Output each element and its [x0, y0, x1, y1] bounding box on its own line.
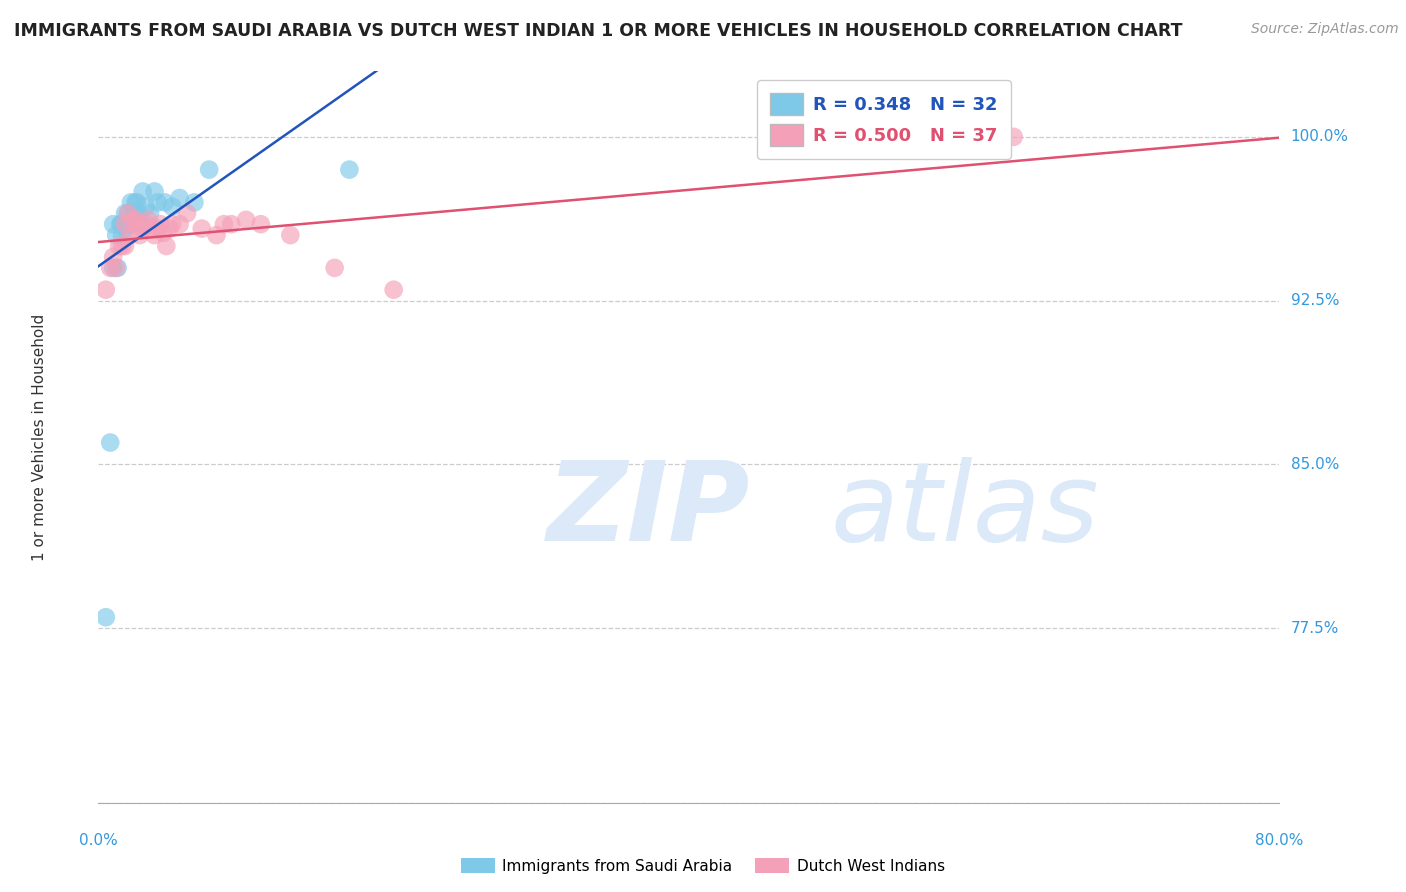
Point	[169, 217, 191, 231]
Point	[128, 217, 150, 231]
Point	[143, 185, 166, 199]
Legend: Immigrants from Saudi Arabia, Dutch West Indians: Immigrants from Saudi Arabia, Dutch West…	[456, 852, 950, 880]
Legend: R = 0.348   N = 32, R = 0.500   N = 37: R = 0.348 N = 32, R = 0.500 N = 37	[758, 80, 1011, 159]
Point	[125, 217, 148, 231]
Point	[125, 195, 148, 210]
Text: 77.5%: 77.5%	[1291, 621, 1339, 636]
Point	[162, 200, 183, 214]
Point	[98, 260, 121, 275]
Point	[155, 239, 177, 253]
Point	[114, 217, 136, 231]
Text: 0.0%: 0.0%	[79, 833, 118, 848]
Point	[382, 283, 405, 297]
Text: 1 or more Vehicles in Household: 1 or more Vehicles in Household	[32, 313, 46, 561]
Point	[107, 260, 129, 275]
Text: ZIP: ZIP	[547, 457, 751, 564]
Point	[198, 162, 221, 177]
Text: 92.5%: 92.5%	[1291, 293, 1339, 308]
Point	[105, 228, 128, 243]
Point	[250, 217, 273, 231]
Point	[135, 217, 157, 231]
Point	[162, 217, 183, 231]
Point	[146, 221, 169, 235]
Point	[323, 260, 346, 275]
Point	[153, 195, 176, 210]
Point	[120, 195, 142, 210]
Point	[337, 162, 360, 177]
Point	[135, 200, 157, 214]
Point	[124, 212, 146, 227]
Point	[122, 206, 145, 220]
Point	[105, 260, 128, 275]
Point	[114, 239, 136, 253]
Point	[146, 195, 169, 210]
Point	[235, 212, 257, 227]
Point	[114, 206, 136, 220]
Text: 85.0%: 85.0%	[1291, 457, 1339, 472]
Point	[132, 221, 155, 235]
Text: atlas: atlas	[831, 457, 1099, 564]
Point	[103, 217, 125, 231]
Point	[219, 217, 242, 231]
Point	[157, 221, 180, 235]
Point	[141, 221, 163, 235]
Point	[94, 283, 117, 297]
Point	[205, 228, 228, 243]
Point	[103, 260, 125, 275]
Point	[212, 217, 235, 231]
Point	[111, 228, 134, 243]
Point	[183, 195, 205, 210]
Text: IMMIGRANTS FROM SAUDI ARABIA VS DUTCH WEST INDIAN 1 OR MORE VEHICLES IN HOUSEHOL: IMMIGRANTS FROM SAUDI ARABIA VS DUTCH WE…	[14, 22, 1182, 40]
Point	[143, 228, 166, 243]
Point	[169, 191, 191, 205]
Text: Source: ZipAtlas.com: Source: ZipAtlas.com	[1251, 22, 1399, 37]
Point	[176, 206, 198, 220]
Point	[139, 206, 162, 220]
Point	[114, 221, 136, 235]
Point	[120, 217, 142, 231]
Point	[191, 221, 214, 235]
Point	[121, 212, 143, 227]
Point	[138, 212, 160, 227]
Point	[132, 185, 155, 199]
Point	[117, 206, 139, 220]
Text: 100.0%: 100.0%	[1291, 129, 1348, 145]
Point	[120, 228, 142, 243]
Point	[110, 217, 132, 231]
Point	[117, 206, 139, 220]
Point	[1002, 129, 1025, 144]
Point	[110, 217, 132, 231]
Point	[117, 217, 139, 231]
Point	[108, 239, 131, 253]
Point	[128, 228, 150, 243]
Point	[111, 239, 134, 253]
Point	[127, 206, 149, 220]
Point	[94, 610, 117, 624]
Point	[124, 195, 146, 210]
Point	[98, 435, 121, 450]
Point	[278, 228, 302, 243]
Point	[149, 217, 172, 231]
Text: 80.0%: 80.0%	[1256, 833, 1303, 848]
Point	[152, 226, 174, 240]
Point	[124, 206, 146, 220]
Point	[103, 250, 125, 264]
